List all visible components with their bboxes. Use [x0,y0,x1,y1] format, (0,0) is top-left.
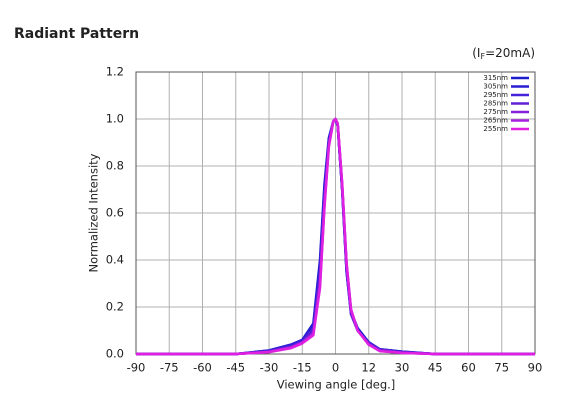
y-tick-label: 0.4 [106,253,124,267]
y-tick-label: 0.8 [106,159,124,173]
x-tick-label: -60 [193,361,212,375]
legend-label: 315nm [483,74,508,82]
x-tick-label: 12 [361,361,376,375]
y-axis-label: Normalized Intensity [87,153,101,272]
x-axis-label: Viewing angle [deg.] [277,378,396,392]
y-tick-label: 1.2 [106,65,124,79]
annotation-text: =20mA) [485,46,535,60]
x-tick-label: 90 [528,361,543,375]
x-tick-label: 45 [428,361,443,375]
x-tick-label: 60 [461,361,476,375]
x-tick-label: -30 [260,361,279,375]
series-line [136,117,535,356]
annotation: (IF=20mA) [472,46,535,61]
legend-label: 295nm [483,91,508,99]
y-tick-label: 0.2 [106,300,124,314]
legend-label: 255nm [483,125,508,133]
x-tick-label: -15 [293,361,312,375]
legend-label: 265nm [483,117,508,125]
legend-label: 305nm [483,83,508,91]
x-tick-label: 75 [494,361,509,375]
x-tick-label: 30 [395,361,410,375]
x-tick-label: -90 [127,361,146,375]
plot-frame [135,71,536,355]
y-tick-label: 0.6 [106,206,124,220]
annotation-text: (I [472,46,480,60]
annotation-subscript: F [480,52,485,61]
y-tick-label: 1.0 [106,112,124,126]
legend-label: 275nm [483,108,508,116]
y-tick-label: 0.0 [106,347,124,361]
x-tick-label: -75 [160,361,179,375]
x-tick-label: -45 [226,361,245,375]
chart-title: Radiant Pattern [14,26,139,42]
legend-label: 285nm [483,100,508,108]
x-tick-label: 0 [332,361,339,375]
